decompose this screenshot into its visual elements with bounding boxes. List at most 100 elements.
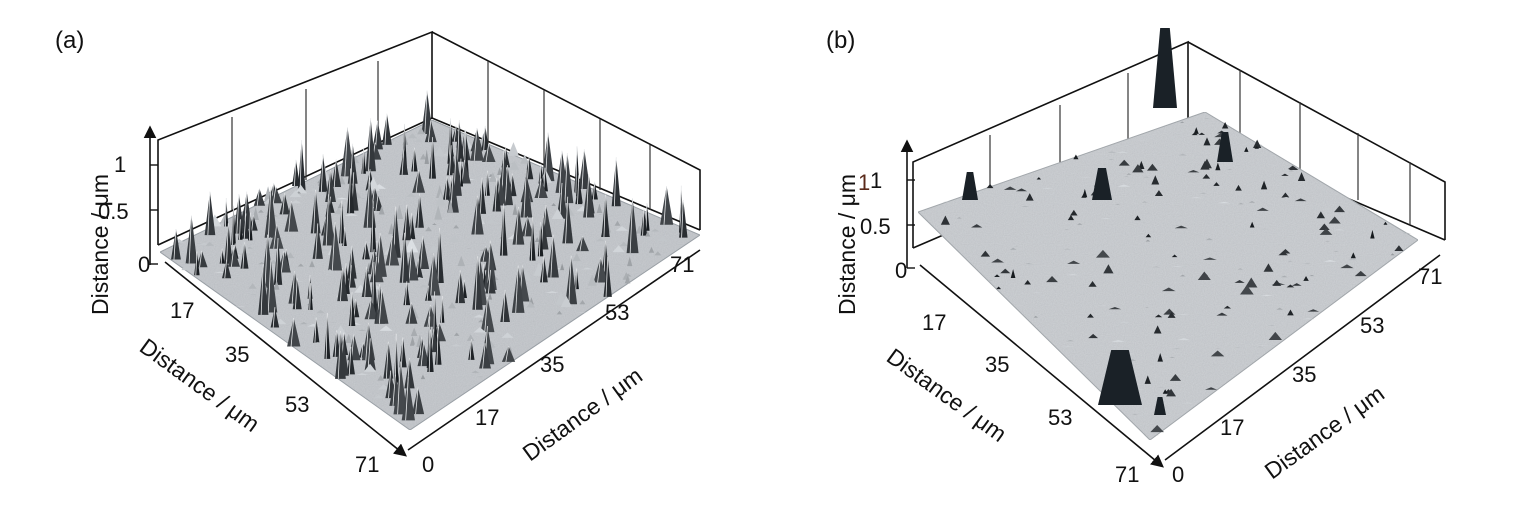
surface-peak <box>1362 246 1374 249</box>
surface-peak <box>1281 173 1289 176</box>
surface-peak <box>1046 276 1058 283</box>
surface-peak-highlight <box>457 119 460 162</box>
surface-peak <box>348 292 356 326</box>
surface-peak <box>561 153 574 204</box>
surface-peak-highlight <box>334 330 338 357</box>
surface-peak <box>258 264 269 315</box>
surface-peak <box>1138 160 1145 169</box>
surface-peak <box>413 139 424 142</box>
surface-peak <box>344 213 358 216</box>
surface-peak <box>512 207 525 245</box>
surface-peak <box>273 238 283 285</box>
y-tick: 0 <box>422 452 434 477</box>
surface-peak-highlight <box>484 296 488 333</box>
surface-peak <box>273 219 285 220</box>
surface-peak <box>1291 283 1302 286</box>
surface-peak <box>1221 121 1229 129</box>
surface-peak <box>1117 184 1131 187</box>
surface-peak <box>1240 284 1254 295</box>
surface-peak <box>529 217 536 261</box>
surface-peak <box>287 318 301 347</box>
surface-peak-highlight <box>402 232 406 283</box>
surface-peak <box>196 250 208 268</box>
surface-peak <box>473 327 487 333</box>
surface-peak <box>194 251 200 276</box>
surface-peak <box>575 176 583 205</box>
surface-peak-highlight <box>371 201 374 253</box>
surface-peak <box>472 256 483 310</box>
surface-peak <box>241 213 250 239</box>
surface-peak <box>1170 265 1184 267</box>
surface-peak <box>660 186 674 225</box>
surface-peak <box>1383 221 1388 225</box>
surface-peak-highlight <box>333 159 337 187</box>
surface-peak-highlight <box>597 257 601 283</box>
surface-peak-highlight <box>364 266 368 297</box>
surface-peak <box>424 120 437 143</box>
surface-peak <box>428 244 439 253</box>
surface-peak <box>335 197 349 200</box>
surface-peak <box>1081 193 1087 198</box>
surface-peak <box>270 307 280 328</box>
surface-peak <box>994 274 1000 277</box>
surface-peak-highlight <box>415 169 420 193</box>
surface-peak <box>354 278 365 287</box>
surface-peak-highlight <box>388 370 392 399</box>
surface-peak <box>404 358 415 389</box>
surface-peak-highlight <box>417 193 420 228</box>
surface-peak <box>1169 373 1182 381</box>
surface-peak <box>538 163 544 184</box>
surface-peak <box>292 159 300 187</box>
surface-peak-highlight <box>368 118 372 172</box>
surface-peak <box>399 337 407 368</box>
surface-peak <box>1215 162 1221 171</box>
x-tick: 53 <box>285 392 309 417</box>
surface-peak <box>483 240 497 290</box>
surface-peak <box>1177 338 1191 341</box>
x-tick: 35 <box>225 342 249 367</box>
surface-peak <box>1193 127 1199 134</box>
surface-peak <box>269 224 284 249</box>
surface-peak <box>1272 279 1282 286</box>
surface-peak <box>399 148 409 175</box>
surface-peak-highlight <box>385 341 389 379</box>
surface-peak <box>455 270 466 304</box>
surface-peak-highlight <box>550 234 554 278</box>
surface-peak <box>645 230 651 237</box>
surface-peak <box>420 374 426 380</box>
surface-peak <box>1009 247 1017 250</box>
surface-peak-highlight <box>290 317 295 347</box>
surface-peak <box>1370 229 1375 239</box>
surface-peak <box>1328 216 1341 224</box>
surface-peak <box>1070 209 1078 216</box>
surface-peak <box>1162 389 1168 394</box>
x-tick: 53 <box>1048 405 1072 430</box>
surface-peak-highlight <box>539 222 541 257</box>
surface-peak-highlight <box>504 165 508 206</box>
surface-peak <box>1154 190 1163 197</box>
surface-peak <box>581 267 594 270</box>
surface-peak <box>1263 263 1274 272</box>
surface-peak-highlight <box>394 333 397 383</box>
surface-peak <box>1153 325 1162 334</box>
z-tick: 0 <box>138 252 150 277</box>
surface-peak-highlight <box>267 186 272 238</box>
surface-peak-highlight <box>457 270 461 304</box>
surface-peak <box>478 319 485 323</box>
surface-peak <box>403 281 411 306</box>
surface-peak <box>1187 170 1200 173</box>
surface-peak <box>364 298 378 320</box>
surface-peak-highlight <box>389 235 393 266</box>
y-tick: 35 <box>540 352 564 377</box>
surface-peak <box>308 283 313 310</box>
surface-peak-highlight <box>368 298 372 320</box>
surface-peak <box>471 195 484 235</box>
surface-peak <box>1245 277 1258 288</box>
surface-peak <box>507 142 519 156</box>
surface-peak <box>375 290 389 324</box>
surface-peaks <box>940 28 1411 436</box>
surface-peak <box>1281 192 1290 198</box>
surface-peak-highlight <box>527 156 530 180</box>
surface-peak <box>1268 325 1276 326</box>
surface-peak <box>1036 177 1042 180</box>
